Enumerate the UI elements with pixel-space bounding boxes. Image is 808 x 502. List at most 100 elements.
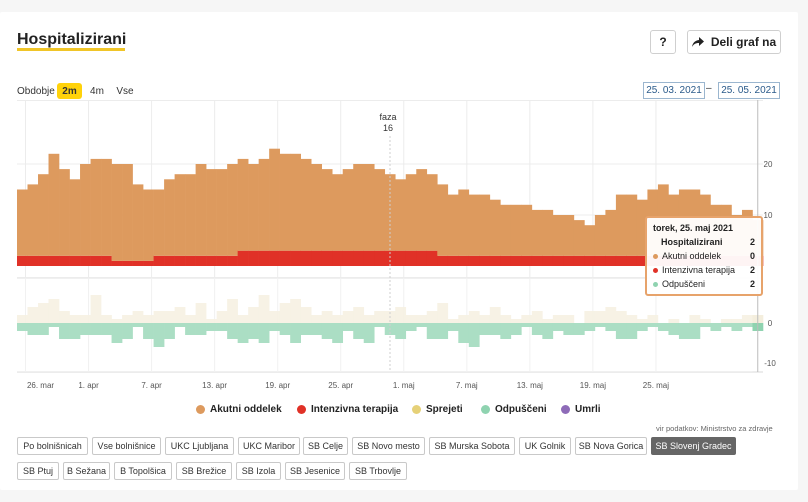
x-tick-label: 19. apr [265,381,290,390]
discharged-bar [710,323,722,331]
hospital-tag[interactable]: UKC Maribor [238,437,300,455]
icu-bar [122,260,133,266]
icu-bar [437,255,449,266]
share-button[interactable]: Deli graf na [687,30,781,54]
hospital-tag-label: SB Ptuj [22,466,53,476]
icu-bar [195,255,207,266]
discharged-bar [111,323,123,343]
x-tick-label: 7. apr [141,381,162,390]
phase-value: 16 [383,123,393,133]
acute-bar [615,194,627,256]
share-label: Deli graf na [710,35,777,49]
date-from-input[interactable]: 25. 03. 2021 [643,82,705,99]
acute-bar [332,174,344,251]
acute-bar [563,215,575,256]
acute-bar [416,169,428,251]
legend-icu[interactable]: Intenzivna terapija [297,404,398,415]
discharged-bar [437,323,449,339]
date-to-input[interactable]: 25. 05. 2021 [718,82,780,99]
period-2m-label: 2m [62,85,77,97]
discharged-bar [290,323,301,343]
admitted-bar [195,303,207,323]
tooltip-label: Odpuščeni [662,279,706,289]
discharged-bar [668,323,680,335]
help-button[interactable]: ? [650,30,676,54]
hospital-tag-label: SB Trbovlje [354,466,402,476]
icu-bar [573,255,585,266]
discharged-bar [258,323,270,343]
admitted-bar [510,319,522,323]
legend-admitted[interactable]: Sprejeti [412,404,463,415]
acute-bar [237,158,249,251]
hospital-tag[interactable]: Vse bolnišnice [92,437,161,455]
hospital-tag[interactable]: B Topolšica [114,462,172,480]
help-label: ? [659,35,667,49]
hospital-tag[interactable]: B Sežana [63,462,110,480]
discharged-bar [479,323,491,335]
legend-dot-icon [297,405,306,414]
hospital-tag[interactable]: SB Nova Gorica [575,437,647,455]
admitted-bar [321,311,333,323]
x-tick-label: 1. apr [78,381,99,390]
admitted-bar [101,315,112,323]
admitted-bar [521,315,533,323]
hospital-tag[interactable]: SB Jesenice [285,462,345,480]
admitted-bar [269,311,280,323]
legend-dot-icon [196,405,205,414]
discharged-bar [153,323,165,347]
admitted-bar [741,315,753,323]
period-4m-button[interactable]: 4m [86,83,108,99]
hospital-tag[interactable]: UKC Ljubljana [165,437,234,455]
admitted-bar [647,315,659,323]
acute-bar [531,209,543,256]
icu-bar [479,255,491,266]
admitted-bar [59,311,70,323]
acute-bar [206,169,217,256]
icu-bar [594,255,606,266]
hospital-tag[interactable]: UK Golnik [519,437,571,455]
legend-label: Odpuščeni [495,404,547,415]
hospital-tag[interactable]: SB Celje [303,437,348,455]
admitted-bar [38,303,49,323]
hospital-tag[interactable]: SB Brežice [176,462,232,480]
period-all-button[interactable]: Vse [113,83,137,99]
acute-bar [426,174,438,251]
legend-discharged[interactable]: Odpuščeni [481,404,547,415]
hospital-tag-label: SB Murska Sobota [434,441,510,451]
hospital-tag[interactable]: SB Izola [236,462,281,480]
hospital-tag-label: SB Brežice [181,466,227,476]
legend-acute[interactable]: Akutni oddelek [196,404,282,415]
admitted-bar [584,311,596,323]
hospital-tag[interactable]: SB Ptuj [17,462,59,480]
hospital-tag[interactable]: SB Trbovlje [349,462,407,480]
discharged-bar [279,323,291,335]
period-2m-button[interactable]: 2m [57,83,82,99]
admitted-bar [248,307,259,323]
acute-dot-icon [653,253,658,259]
x-tick-label: 25. maj [643,381,669,390]
date-from-value: 25. 03. 2021 [646,85,702,96]
acute-bar [584,225,596,256]
tooltip-row-discharged: Odpuščeni 2 [653,278,755,290]
discharged-bar [657,323,669,331]
hospital-tag-label: UK Golnik [524,441,566,451]
discharged-bar [405,323,417,331]
hospital-tag[interactable]: SB Novo mesto [352,437,425,455]
admitted-bar [90,295,102,323]
discharged-bar [615,323,627,339]
hospital-tag-label: SB Jesenice [289,466,341,476]
hospital-tag[interactable]: SB Murska Sobota [429,437,515,455]
hospital-tag[interactable]: Po bolnišnicah [17,437,88,455]
legend-deceased[interactable]: Umrli [561,404,601,415]
discharged-bar [237,323,249,343]
icu-bar [248,250,259,266]
hospital-tag-active[interactable]: SB Slovenj Gradec [651,437,736,455]
admitted-bar [48,299,60,323]
discharged-bar [542,323,554,339]
tooltip-value: 2 [749,237,755,247]
discharged-bar [80,323,91,335]
icu-bar [279,250,291,266]
admitted-bar [542,319,554,323]
discharged-bar [447,323,459,331]
